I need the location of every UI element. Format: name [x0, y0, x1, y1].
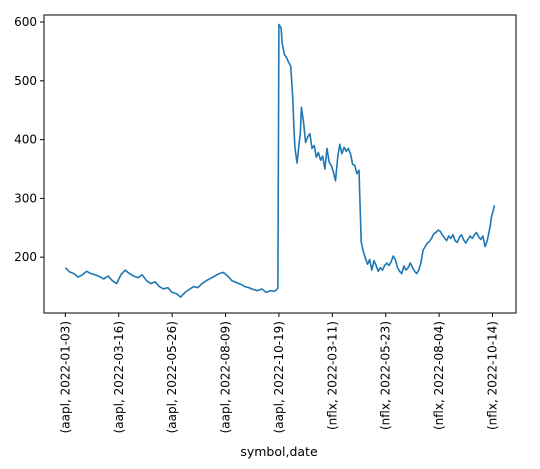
y-tick-label: 200 [14, 250, 37, 264]
x-tick-label: (nflx, 2022-05-23) [379, 321, 393, 430]
series-line [64, 23, 496, 298]
x-axis-label: symbol,date [240, 444, 318, 459]
x-axis: (aapl, 2022-01-03) (aapl, 2022-03-16) (aap… [58, 313, 500, 433]
y-tick-label: 300 [14, 191, 37, 205]
x-tick-label: (nflx, 2022-03-11) [325, 321, 339, 430]
x-tick-label: (aapl, 2022-08-09) [219, 321, 233, 433]
plot-frame [43, 14, 517, 314]
x-tick-label: (nflx, 2022-10-14) [486, 321, 500, 430]
x-tick-label: (aapl, 2022-01-03) [58, 321, 72, 433]
x-tick-label: (nflx, 2022-08-04) [432, 321, 446, 430]
x-tick-label: (aapl, 2022-05-26) [165, 321, 179, 433]
y-tick-label: 400 [14, 133, 37, 147]
y-tick-label: 600 [14, 15, 37, 29]
plot-area [43, 14, 517, 314]
y-axis: 200 300 400 500 600 [14, 15, 44, 264]
x-tick-label: (aapl, 2022-03-16) [112, 321, 126, 433]
x-tick-label: (aapl, 2022-10-19) [272, 321, 286, 433]
y-tick-label: 500 [14, 74, 37, 88]
